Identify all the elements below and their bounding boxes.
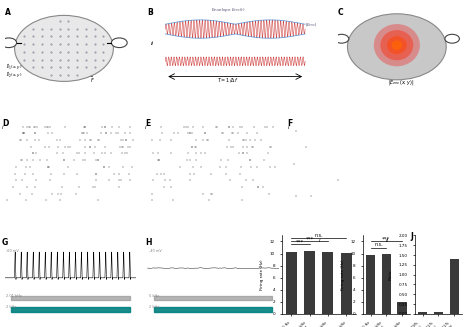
Bar xyxy=(11,307,130,312)
Text: B: B xyxy=(147,8,153,17)
Bar xyxy=(304,251,315,314)
Text: 2.01 kHz: 2.01 kHz xyxy=(6,294,22,298)
Text: 5 kHz: 5 kHz xyxy=(149,294,159,298)
Bar xyxy=(286,252,297,314)
Y-axis label: Ratio: Ratio xyxy=(389,269,393,280)
Ellipse shape xyxy=(380,30,413,60)
Text: ***: *** xyxy=(382,236,391,241)
Text: n.s.: n.s. xyxy=(374,242,383,247)
Bar xyxy=(382,253,391,314)
Text: i: i xyxy=(145,125,146,130)
Circle shape xyxy=(334,34,349,43)
Y-axis label: Firing rate (Hz): Firing rate (Hz) xyxy=(341,259,345,290)
Text: -60 mV: -60 mV xyxy=(6,249,19,253)
Text: E: E xyxy=(145,119,150,128)
Text: $|E_{env}(x,y)|$: $|E_{env}(x,y)|$ xyxy=(388,77,414,87)
Circle shape xyxy=(111,38,127,48)
Text: -40 mV: -40 mV xyxy=(149,249,162,253)
Bar xyxy=(322,252,334,314)
Bar xyxy=(154,296,273,300)
Text: i: i xyxy=(151,9,153,14)
Text: ii: ii xyxy=(386,238,389,243)
Ellipse shape xyxy=(347,14,446,80)
Text: ***: *** xyxy=(296,239,304,244)
Ellipse shape xyxy=(387,36,407,54)
Bar xyxy=(449,259,459,314)
Ellipse shape xyxy=(374,24,420,66)
Text: i: i xyxy=(2,125,4,130)
Text: Envelope $E_{env}(t)$: Envelope $E_{env}(t)$ xyxy=(210,6,246,13)
Ellipse shape xyxy=(392,40,402,50)
Text: C: C xyxy=(337,8,343,17)
Bar xyxy=(154,307,273,312)
Bar xyxy=(366,255,375,314)
Circle shape xyxy=(445,34,459,43)
Bar xyxy=(397,302,407,314)
Text: i: i xyxy=(287,125,289,130)
Text: i: i xyxy=(319,238,320,243)
Text: H: H xyxy=(145,238,151,247)
Text: n.s.: n.s. xyxy=(314,233,323,238)
Text: $\vec{E}_2(x,y)$: $\vec{E}_2(x,y)$ xyxy=(6,71,22,80)
Bar xyxy=(341,253,352,314)
Text: ***: *** xyxy=(305,236,314,241)
Text: A: A xyxy=(5,8,10,17)
Text: F: F xyxy=(287,119,292,128)
Text: $\vec{E}_1(x,y)$: $\vec{E}_1(x,y)$ xyxy=(6,63,22,72)
Bar xyxy=(434,312,443,314)
Text: I: I xyxy=(283,236,286,245)
Text: J: J xyxy=(410,232,413,241)
Text: $|E_{env}|$: $|E_{env}|$ xyxy=(305,22,318,29)
Text: D: D xyxy=(2,119,9,128)
Y-axis label: Firing rate (Hz): Firing rate (Hz) xyxy=(260,259,264,290)
Text: $T = 1/\Delta f$: $T = 1/\Delta f$ xyxy=(218,76,239,84)
Bar xyxy=(418,312,428,314)
Ellipse shape xyxy=(15,15,113,81)
Text: $\vec{F}$: $\vec{F}$ xyxy=(91,75,95,85)
Text: 2 kHz: 2 kHz xyxy=(6,305,16,309)
Text: 2 kHz: 2 kHz xyxy=(149,305,159,309)
Circle shape xyxy=(1,38,17,48)
Text: ii: ii xyxy=(151,41,154,46)
Text: G: G xyxy=(2,238,9,247)
Bar xyxy=(11,296,130,300)
